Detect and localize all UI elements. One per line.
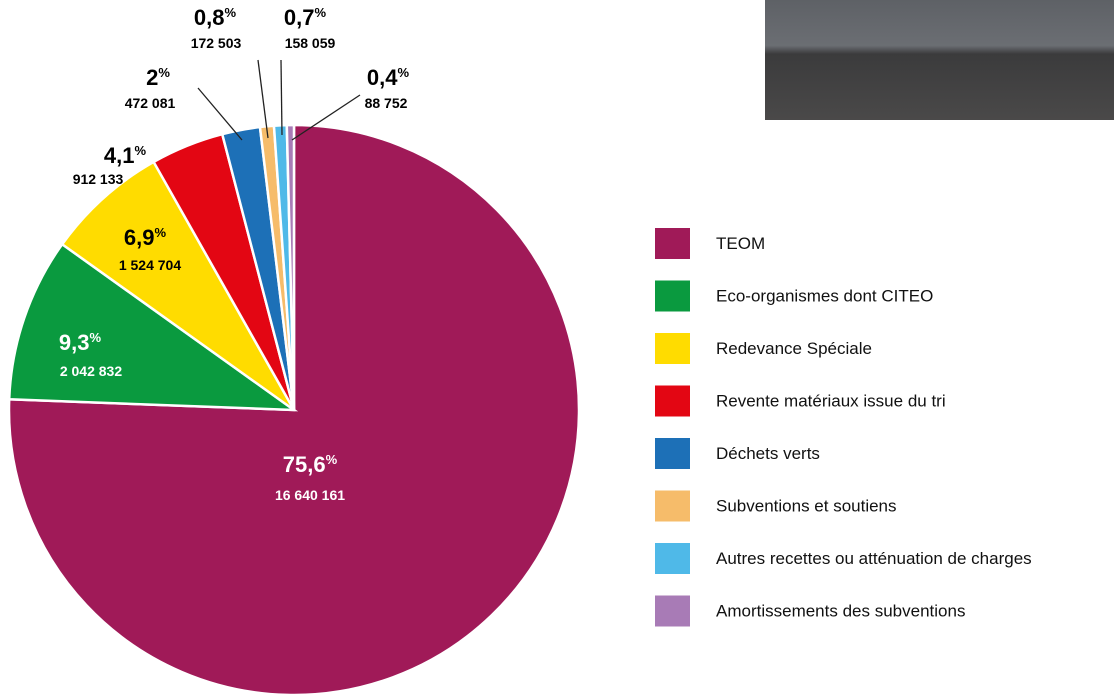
- percentage-label: 0,7%: [284, 5, 327, 30]
- amount-label: 172 503: [191, 35, 242, 51]
- legend-label: Subventions et soutiens: [716, 497, 897, 516]
- legend-label: TEOM: [716, 234, 765, 253]
- legend-label: Autres recettes ou atténuation de charge…: [716, 549, 1032, 568]
- amount-label: 1 524 704: [119, 257, 181, 273]
- percentage-label: 2%: [146, 65, 170, 90]
- chart: 75,6%16 640 1619,3%2 042 8326,9%1 524 70…: [0, 0, 1114, 697]
- legend-label: Redevance Spéciale: [716, 339, 872, 358]
- legend-swatch: [655, 228, 690, 259]
- legend-label: Eco-organismes dont CITEO: [716, 287, 933, 306]
- legend-swatch: [655, 386, 690, 417]
- legend-swatch: [655, 438, 690, 469]
- legend-swatch: [655, 333, 690, 364]
- legend-label: Amortissements des subventions: [716, 602, 965, 621]
- legend-swatch: [655, 281, 690, 312]
- amount-label: 16 640 161: [275, 487, 345, 503]
- legend-swatch: [655, 491, 690, 522]
- amount-label: 2 042 832: [60, 363, 122, 379]
- legend-swatch: [655, 543, 690, 574]
- amount-label: 88 752: [365, 95, 408, 111]
- amount-label: 472 081: [125, 95, 176, 111]
- legend-swatch: [655, 596, 690, 627]
- legend-label: Revente matériaux issue du tri: [716, 392, 946, 411]
- amount-label: 912 133: [73, 171, 124, 187]
- amount-label: 158 059: [285, 35, 336, 51]
- percentage-label: 0,8%: [194, 5, 237, 30]
- percentage-label: 0,4%: [367, 65, 410, 90]
- percentage-label: 4,1%: [104, 143, 147, 168]
- legend-label: Déchets verts: [716, 444, 820, 463]
- photo: [765, 0, 1114, 120]
